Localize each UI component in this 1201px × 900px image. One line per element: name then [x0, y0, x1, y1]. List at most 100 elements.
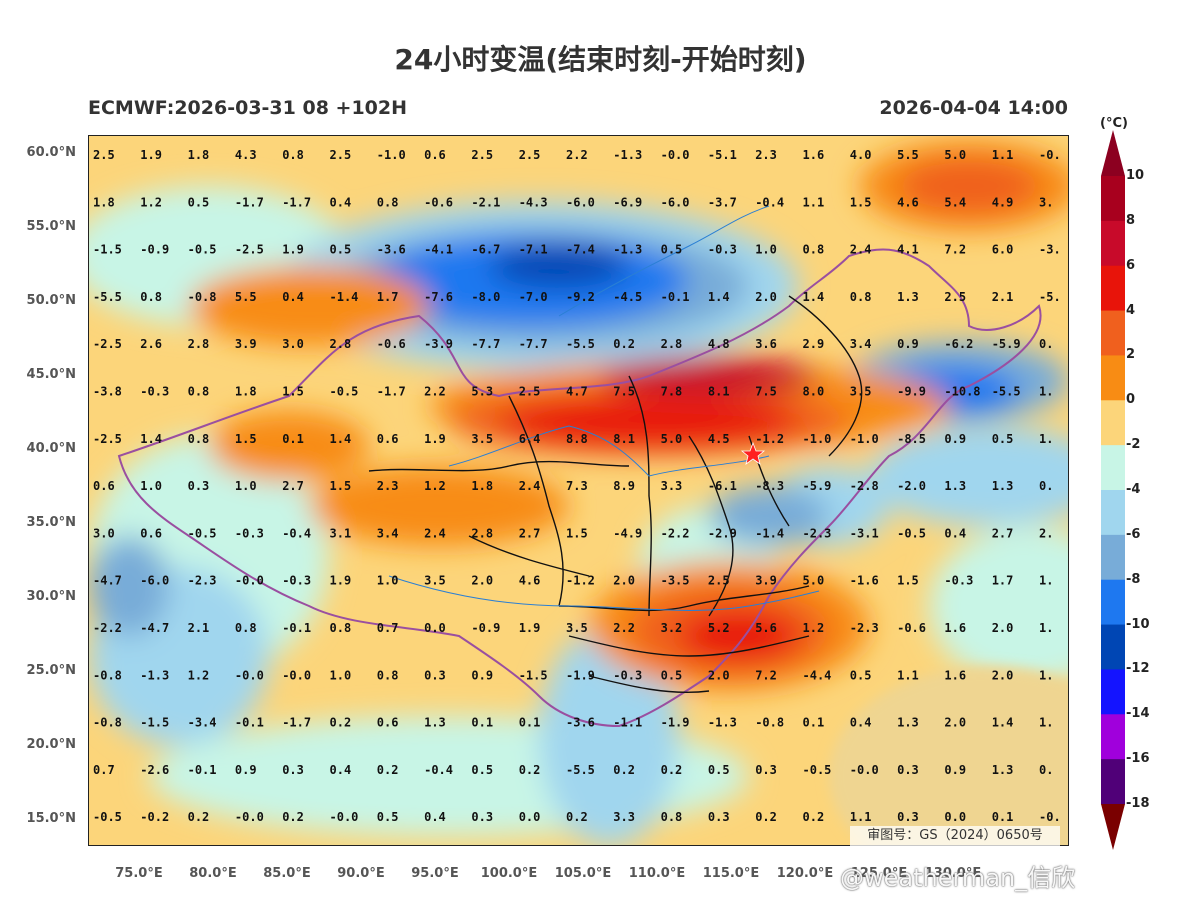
grid-value: -2.2: [661, 526, 690, 540]
grid-value: 0.8: [377, 195, 399, 209]
colorbar-segment: [1101, 220, 1125, 267]
grid-value: 1.9: [330, 574, 352, 588]
grid-value: 1.7: [992, 574, 1014, 588]
grid-value: -0.0: [850, 763, 879, 777]
grid-value: 1.4: [992, 716, 1014, 730]
grid-value: -1.3: [708, 716, 737, 730]
country-border: [117, 248, 1042, 728]
grid-value: 0.4: [282, 290, 304, 304]
grid-value: -7.7: [519, 337, 548, 351]
grid-value: 3.1: [330, 526, 352, 540]
grid-value: -2.5: [93, 432, 122, 446]
grid-value: -1.4: [755, 526, 784, 540]
grid-value: -0.3: [140, 385, 169, 399]
grid-value: -1.0: [850, 432, 879, 446]
grid-value: 2.1: [992, 290, 1014, 304]
grid-value: 0.2: [519, 763, 541, 777]
colorbar-top-arrow: [1101, 130, 1125, 176]
temperature-field: [89, 141, 1068, 845]
grid-value: -3.: [1039, 243, 1061, 257]
grid-value: -5.5: [992, 385, 1021, 399]
grid-value: 3.4: [377, 526, 399, 540]
grid-value: 0.0: [519, 810, 541, 824]
grid-value: 0.8: [188, 432, 210, 446]
lat-label: 50.0°N: [26, 293, 76, 308]
colorbar-tick-label: 10: [1126, 168, 1145, 183]
colorbar-tick-label: -16: [1126, 751, 1150, 767]
grid-value: 2.1: [188, 621, 210, 635]
colorbar-segment: [1101, 265, 1125, 312]
grid-value: -0.0: [330, 810, 359, 824]
grid-value: 2.2: [566, 148, 588, 162]
colorbar-tick-label: -2: [1126, 437, 1141, 453]
grid-value: -0.4: [282, 526, 311, 540]
colorbar-tick-label: -18: [1126, 796, 1150, 811]
grid-value: -4.1: [424, 243, 453, 257]
grid-value: -8.5: [897, 432, 926, 446]
grid-value: 1.5: [235, 432, 257, 446]
grid-value: -1.5: [519, 668, 548, 682]
grid-value: -3.4: [188, 716, 217, 730]
lat-label: 35.0°N: [26, 515, 76, 530]
grid-value: -0.1: [661, 290, 690, 304]
grid-value: 2.5: [519, 385, 541, 399]
grid-value: 1.6: [944, 668, 966, 682]
grid-value: 3.9: [755, 574, 777, 588]
grid-value: 0.2: [803, 810, 825, 824]
grid-value: 1.5: [330, 479, 352, 493]
grid-value: 7.5: [613, 385, 635, 399]
grid-value: 1.4: [330, 432, 352, 446]
grid-value: -5.9: [803, 479, 832, 493]
grid-value: 0.8: [140, 290, 162, 304]
grid-value: 0.3: [424, 668, 446, 682]
grid-value: 0.8: [188, 385, 210, 399]
colorbar-tick-label: -14: [1126, 706, 1150, 722]
grid-value: 0.1: [519, 716, 541, 730]
grid-value: 2.0: [613, 574, 635, 588]
grid-value: 2.0: [944, 716, 966, 730]
grid-value: -2.3: [803, 526, 832, 540]
grid-value: 1.1: [850, 810, 872, 824]
grid-value: 1.2: [140, 195, 162, 209]
grid-value: -4.7: [140, 621, 169, 635]
grid-value: 0.6: [377, 432, 399, 446]
grid-value-layer: 2.5 1.9 1.8 4.3 0.8 2.5 -1.0 0.6 2.5 2.5 2.2 -1.3 -0…: [93, 148, 1061, 824]
colorbar-segment: [1101, 579, 1125, 626]
grid-value: 0.7: [93, 763, 115, 777]
grid-value: 0.5: [992, 432, 1014, 446]
lon-label: 105.0°E: [554, 866, 612, 881]
grid-value: 2.2: [424, 385, 446, 399]
grid-value: 2.7: [519, 526, 541, 540]
grid-value: -3.6: [566, 716, 595, 730]
lon-label: 110.0°E: [628, 866, 686, 881]
grid-value: -2.5: [235, 243, 264, 257]
grid-value: -0.0: [235, 574, 264, 588]
colorbar-segment: [1101, 669, 1125, 715]
grid-value: -4.7: [93, 574, 122, 588]
grid-value: 2.7: [992, 526, 1014, 540]
grid-value: 7.5: [755, 385, 777, 399]
grid-value: 0.2: [613, 763, 635, 777]
grid-value: -3.1: [850, 526, 879, 540]
grid-value: 4.0: [850, 148, 872, 162]
grid-value: 0.4: [850, 716, 872, 730]
grid-value: 0.3: [708, 810, 730, 824]
grid-value: -8.3: [755, 479, 784, 493]
colorbar-segment: [1101, 355, 1125, 401]
grid-value: 0.5: [471, 763, 493, 777]
temperature-change-map[interactable]: 2.5 1.9 1.8 4.3 0.8 2.5 -1.0 0.6 2.5 2.5 2.2 -1.3 -0…: [88, 135, 1069, 846]
grid-value: -3.5: [661, 574, 690, 588]
lon-label: 100.0°E: [480, 866, 538, 881]
grid-value: 0.3: [755, 763, 777, 777]
grid-value: 1.3: [897, 716, 919, 730]
colorbar-tick-label: 2: [1126, 347, 1136, 363]
grid-value: 0.8: [803, 243, 825, 257]
grid-value: 1.3: [424, 716, 446, 730]
grid-value: 0.: [1039, 479, 1053, 493]
grid-value: -0.3: [944, 574, 973, 588]
grid-value: 3.0: [282, 337, 304, 351]
colorbar-segment: [1101, 310, 1125, 356]
grid-value: 5.0: [803, 574, 825, 588]
grid-value: -0.1: [188, 763, 217, 777]
colorbar-segment: [1101, 490, 1125, 536]
